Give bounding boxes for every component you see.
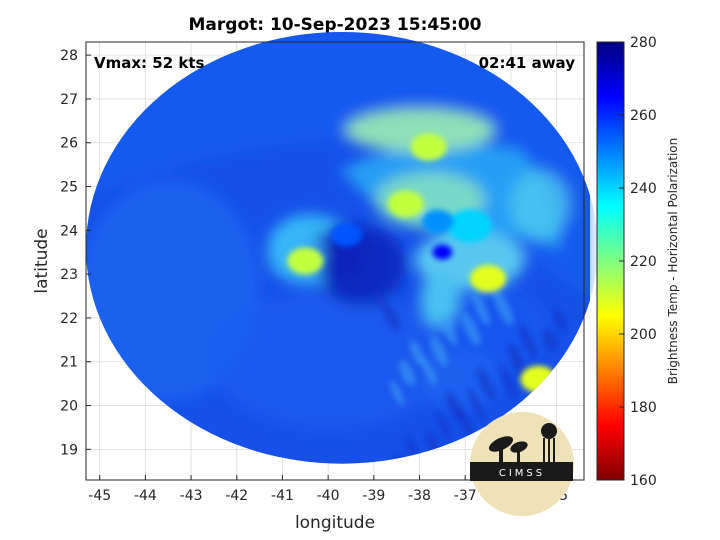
x-tick-label: -40 [317, 488, 340, 504]
scan-streak [553, 308, 567, 332]
y-tick-label: 25 [60, 180, 78, 196]
x-tick-label: -44 [134, 488, 157, 504]
x-tick-label: -45 [88, 488, 111, 504]
cold-cloud-core [432, 244, 453, 260]
plot-title: Margot: 10-Sep-2023 15:45:00 [189, 15, 482, 35]
colorbar-tick-label: 200 [630, 327, 657, 343]
cold-cloud-core [387, 190, 424, 218]
cold-cloud-core [447, 209, 492, 243]
scan-streak [405, 435, 419, 461]
cimss-logo: CIMSS [470, 412, 574, 516]
scan-streak [492, 288, 514, 326]
cold-cloud-core [287, 247, 324, 275]
scan-streak [373, 288, 387, 312]
scan-streak [476, 367, 496, 401]
colorbar-tick-label: 160 [630, 473, 657, 489]
x-tick-label: -41 [271, 488, 294, 504]
axes-box [85, 41, 585, 481]
y-tick-label: 27 [60, 92, 78, 108]
scan-streak [461, 312, 481, 346]
scan-streak [542, 328, 558, 352]
scan-streak [518, 323, 538, 361]
x-tick-label: -37 [454, 488, 477, 504]
microwave-swath-image [86, 32, 590, 464]
scan-streak [472, 292, 490, 326]
scan-streak [498, 363, 518, 401]
y-tick-label: 23 [60, 267, 78, 283]
scan-streak [440, 316, 458, 346]
y-tick-labels: 19 20 21 22 23 24 25 26 27 28 [60, 48, 78, 458]
scan-streak [507, 343, 529, 381]
x-tick-label: -38 [408, 488, 431, 504]
tick-marks [86, 54, 558, 480]
x-axis-label: longitude [295, 513, 375, 533]
satellite-dish-icon [488, 436, 528, 463]
colorbar-ticks: 160 180 200 220 240 260 280 [619, 35, 657, 489]
scan-streak [467, 387, 485, 421]
scan-streak [421, 356, 437, 386]
scan-streak [436, 411, 452, 441]
y-tick-label: 26 [60, 136, 78, 152]
y-tick-label: 20 [60, 399, 78, 415]
colorbar-tick-label: 220 [630, 254, 657, 270]
y-tick-label: 24 [60, 223, 78, 239]
x-tick-label: -39 [362, 488, 385, 504]
colorbar-tick-label: 240 [630, 181, 657, 197]
y-axis-label: latitude [32, 228, 52, 293]
scan-streak [383, 305, 401, 331]
scan-streak [430, 336, 448, 366]
scan-streak [409, 340, 425, 366]
y-tick-label: 28 [60, 48, 78, 64]
y-tick-label: 19 [60, 442, 78, 458]
scan-streak [457, 407, 475, 441]
colorbar-tick-label: 280 [630, 35, 657, 51]
cimss-logo-text: CIMSS [499, 468, 545, 479]
scan-streak [398, 360, 416, 386]
cold-cloud-core [470, 265, 507, 293]
x-tick-label: -43 [180, 488, 203, 504]
scan-streak [390, 380, 404, 406]
colorbar-tick-label: 180 [630, 400, 657, 416]
cold-cloud-core [410, 133, 447, 161]
time-away-annotation: 02:41 away [479, 54, 576, 72]
colorbar-label: Brightness Temp - Horizontal Polarizatio… [666, 138, 680, 385]
water-tower-icon [541, 423, 557, 463]
colorbar-tick-label: 260 [630, 108, 657, 124]
cold-cloud-core [330, 222, 363, 247]
y-tick-label: 21 [60, 355, 78, 371]
x-tick-label: -42 [225, 488, 248, 504]
vmax-annotation: Vmax: 52 kts [94, 54, 204, 72]
cold-cloud-core [421, 209, 454, 234]
y-tick-label: 22 [60, 311, 78, 327]
